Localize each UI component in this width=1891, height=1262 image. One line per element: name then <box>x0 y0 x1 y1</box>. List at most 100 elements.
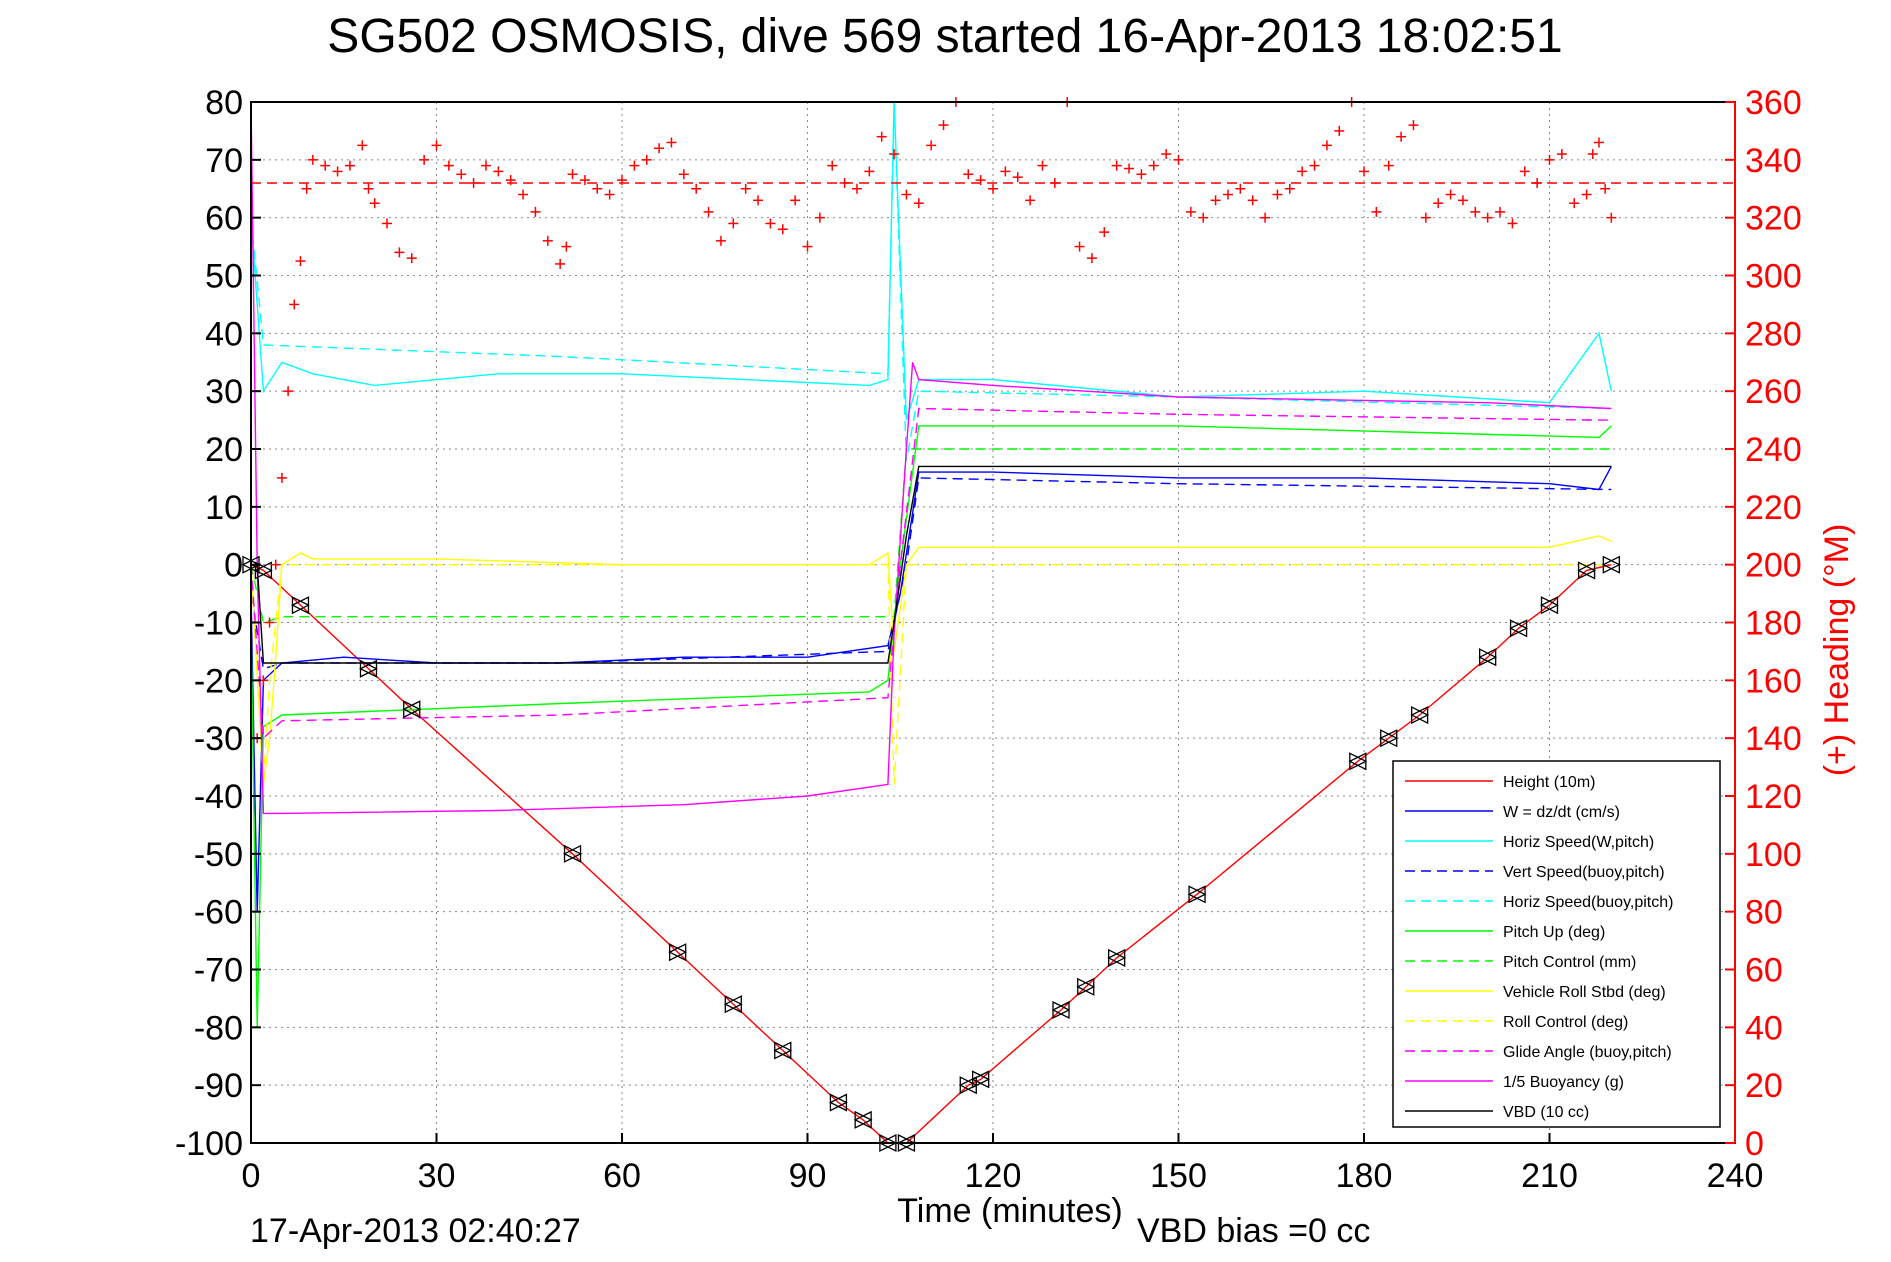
heading-point <box>1470 206 1481 217</box>
chart-title: SG502 OSMOSIS, dive 569 started 16-Apr-2… <box>327 10 1562 63</box>
x-tick-label: 0 <box>242 1157 261 1195</box>
heading-point <box>480 160 491 171</box>
heading-point <box>654 143 665 154</box>
heading-point <box>1359 166 1369 177</box>
right-y-tick-label: 20 <box>1745 1067 1783 1105</box>
heading-point <box>1581 189 1592 200</box>
heading-point <box>406 253 417 264</box>
right-y-tick-label: 220 <box>1745 489 1802 527</box>
heading-point <box>320 160 331 171</box>
heading-point <box>889 149 900 160</box>
heading-point <box>901 189 912 200</box>
legend-label: VBD (10 cc) <box>1503 1104 1589 1121</box>
heading-point <box>715 235 726 246</box>
legend-label: Glide Angle (buoy,pitch) <box>1503 1044 1672 1061</box>
heading-point <box>1037 160 1048 171</box>
series-line-1 <box>250 466 1612 912</box>
height-marker <box>563 844 582 863</box>
height-marker <box>1577 561 1597 580</box>
height-marker <box>723 995 743 1014</box>
heading-point <box>1210 195 1221 206</box>
height-marker <box>971 1070 991 1089</box>
heading-point <box>1272 189 1283 200</box>
heading-point <box>1148 160 1159 171</box>
y-tick-label: 10 <box>205 489 243 527</box>
heading-point <box>938 120 949 131</box>
heading-point <box>728 218 739 229</box>
heading-point <box>1235 183 1246 194</box>
series-line-11 <box>251 465 1612 664</box>
y-tick-label: -10 <box>194 605 243 643</box>
series-line-8 <box>250 564 1612 785</box>
heading-point <box>1321 140 1332 151</box>
heading-point <box>617 175 627 186</box>
heading-point <box>592 183 603 194</box>
heading-point <box>1111 160 1122 171</box>
heading-point <box>382 218 393 229</box>
heading-point <box>443 160 454 171</box>
heading-point <box>468 177 479 188</box>
heading-point <box>1519 166 1530 177</box>
heading-point <box>344 160 355 171</box>
legend-box <box>1392 760 1721 1128</box>
height-marker <box>1348 752 1368 771</box>
heading-point <box>1247 195 1258 206</box>
x-tick-label: 210 <box>1521 1157 1578 1195</box>
heading-point <box>1457 195 1468 206</box>
height-marker <box>1187 885 1207 904</box>
heading-point <box>1049 177 1060 188</box>
heading-point <box>1495 206 1506 217</box>
legend-label: Horiz Speed(W,pitch) <box>1503 834 1654 851</box>
vbd-bias-label: VBD bias =0 cc <box>1137 1212 1370 1250</box>
heading-point <box>975 175 986 186</box>
legend-label: W = dz/dt (cm/s) <box>1503 804 1620 821</box>
series-line-9 <box>250 407 1612 740</box>
x-tick-label: 90 <box>789 1157 827 1195</box>
height-marker <box>1478 648 1498 667</box>
heading-point <box>604 189 615 200</box>
y-tick-label: 30 <box>205 373 243 411</box>
heading-point <box>1086 253 1097 264</box>
heading-point <box>1198 212 1209 223</box>
heading-point <box>505 175 516 186</box>
heading-point <box>988 183 998 194</box>
y-tick-label: -80 <box>194 1009 243 1047</box>
heading-point <box>1420 212 1431 223</box>
legend-label: 1/5 Buoyancy (g) <box>1503 1074 1624 1091</box>
y-tick-label: 40 <box>205 315 243 353</box>
heading-point <box>1173 154 1184 165</box>
height-marker <box>359 659 378 678</box>
y-tick-label: 50 <box>205 258 243 296</box>
heading-point <box>1074 241 1085 252</box>
heading-point <box>1445 189 1456 200</box>
height-marker <box>1379 729 1399 748</box>
heading-point <box>270 559 281 570</box>
heading-point <box>827 160 838 171</box>
heading-point <box>1161 149 1172 160</box>
heading-point <box>456 169 467 180</box>
heading-point <box>703 206 714 217</box>
heading-point <box>777 224 788 235</box>
right-y-tick-label: 360 <box>1745 84 1802 122</box>
heading-point <box>1284 183 1295 194</box>
y-tick-label: -60 <box>194 894 243 932</box>
x-tick-label: 120 <box>965 1157 1022 1195</box>
series-line-4 <box>250 101 1612 461</box>
heading-point <box>1309 160 1320 171</box>
x-tick-label: 60 <box>603 1157 641 1195</box>
height-marker <box>668 943 688 962</box>
heading-point <box>1507 218 1518 229</box>
right-y-tick-label: 0 <box>1745 1125 1764 1163</box>
right-y-tick-label: 200 <box>1745 547 1802 585</box>
y-tick-label: -50 <box>194 836 243 874</box>
heading-point <box>1600 183 1611 194</box>
heading-point <box>579 175 590 186</box>
height-marker <box>1410 705 1430 725</box>
height-marker <box>1540 596 1559 615</box>
heading-point <box>332 166 343 177</box>
right-y-tick-label: 300 <box>1745 258 1802 296</box>
heading-point <box>839 177 850 188</box>
legend-label: Vehicle Roll Stbd (deg) <box>1503 984 1666 1001</box>
right-y-tick-label: 320 <box>1745 200 1802 238</box>
